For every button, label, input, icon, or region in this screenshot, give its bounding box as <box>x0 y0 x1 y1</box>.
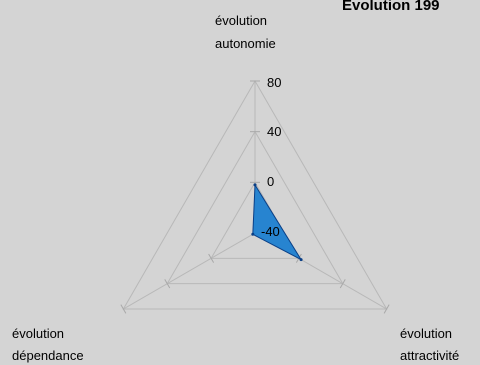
series-area-0 <box>252 183 303 261</box>
chart-title: Evolution 199 <box>342 0 440 14</box>
axis-attractivite-line2: attractivité <box>400 348 459 363</box>
data-point-0-0 <box>253 183 257 187</box>
tick-label-80: 80 <box>267 75 281 90</box>
axis-spoke-2 <box>123 232 256 310</box>
grid-ring-1 <box>166 130 344 285</box>
axis-label-dependance: évolution dépendance <box>12 326 84 363</box>
tick-mark-2-0 <box>208 253 215 263</box>
axis-label-autonomie: évolution autonomie <box>215 13 276 51</box>
tick-label-0: 0 <box>267 174 274 189</box>
axis-label-attractivite: évolution attractivité <box>400 326 459 363</box>
radar-grid <box>120 80 390 314</box>
grid-ring-2 <box>122 80 388 310</box>
radar-series <box>251 183 303 262</box>
axis-dependance-line1: évolution <box>12 326 64 341</box>
data-point-0-2 <box>251 232 255 236</box>
tick-mark-2-2 <box>120 304 127 314</box>
tick-label-40: 40 <box>267 124 281 139</box>
axis-attractivite-line1: évolution <box>400 326 452 341</box>
tick-mark-2-1 <box>164 279 171 289</box>
data-point-0-1 <box>299 258 303 262</box>
axis-autonomie-line1: évolution <box>215 13 267 28</box>
radar-tick-labels: 80 40 0 -40 <box>261 75 281 239</box>
tick-label-minus40: -40 <box>261 224 280 239</box>
axis-dependance-line2: dépendance <box>12 348 84 363</box>
tick-mark-1-2 <box>383 304 390 314</box>
tick-mark-1-1 <box>339 279 346 289</box>
axis-autonomie-line2: autonomie <box>215 36 276 51</box>
